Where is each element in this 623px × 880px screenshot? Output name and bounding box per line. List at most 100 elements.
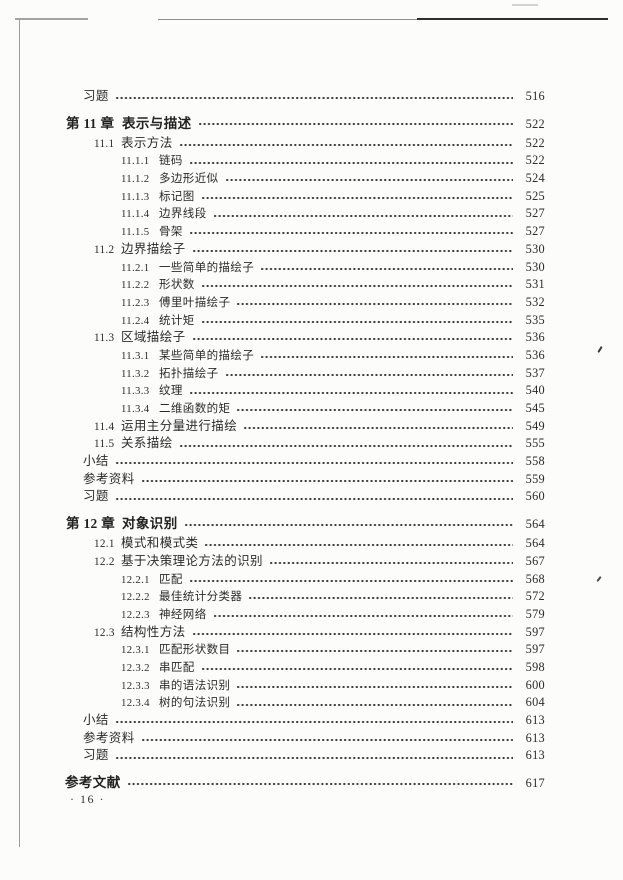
toc-entry-label: 参考资料 bbox=[83, 471, 135, 486]
toc-entry-number: 第 12 章 bbox=[66, 516, 116, 532]
toc-row: 12.2.1 匹配 568 bbox=[0, 570, 623, 589]
toc-row: 11.1.4 边界线段 527 bbox=[0, 205, 623, 224]
toc-entry-number: 12.3.4 bbox=[121, 697, 150, 710]
toc-page-number: 597 bbox=[525, 624, 545, 639]
toc-page-number: 568 bbox=[525, 571, 545, 586]
toc-entry-title: 匹配 bbox=[159, 573, 183, 586]
dot-leader bbox=[236, 641, 513, 659]
scan-page-edge-top-line-faint bbox=[158, 19, 420, 21]
dot-leader bbox=[260, 258, 513, 277]
toc-page-number: 530 bbox=[525, 259, 545, 274]
toc-entry-number: 11.2 bbox=[94, 243, 115, 256]
dot-leader bbox=[260, 346, 513, 365]
toc-entry-number: 第 11 章 bbox=[66, 115, 115, 131]
dot-leader bbox=[114, 747, 513, 766]
toc-row: 习题 560 bbox=[0, 488, 623, 507]
toc-page-number: 536 bbox=[525, 347, 545, 362]
toc-page-number: 537 bbox=[525, 365, 545, 380]
toc-entry-number: 11.2.2 bbox=[121, 279, 150, 292]
toc-row: 11.2.3 傅里叶描绘子 532 bbox=[0, 293, 623, 312]
toc-row: 12.3 结构性方法 597 bbox=[0, 623, 623, 642]
dot-leader bbox=[236, 676, 513, 695]
toc-page-number: 560 bbox=[525, 489, 545, 504]
toc-page-number: 527 bbox=[525, 206, 545, 221]
toc-entry-number: 12.2.1 bbox=[121, 573, 150, 586]
toc-entry-title: 拓扑描绘子 bbox=[159, 367, 219, 380]
toc-row: 参考文献 617 bbox=[0, 773, 623, 793]
toc-entry-title: 骨架 bbox=[159, 226, 183, 239]
toc-page-number: 613 bbox=[525, 713, 545, 727]
toc-row: 参考资料 559 bbox=[0, 470, 623, 489]
toc-row: 12.3.2 串匹配 598 bbox=[0, 658, 623, 677]
dot-leader bbox=[204, 535, 513, 553]
toc-row: 11.3.1 某些简单的描绘子 536 bbox=[0, 346, 623, 365]
toc-row: 第 11 章表示与描述 522 bbox=[0, 113, 623, 133]
toc-entry-title: 树的句法识别 bbox=[159, 697, 231, 710]
dot-leader bbox=[200, 311, 513, 330]
dot-leader bbox=[126, 773, 513, 793]
toc-entry-title: 基于决策理论方法的识别 bbox=[121, 553, 263, 568]
toc-page-number: 613 bbox=[525, 748, 545, 763]
dot-leader bbox=[212, 205, 513, 224]
toc-entry-title: 表示与描述 bbox=[122, 115, 192, 131]
toc-row: 11.3.2 拓扑描绘子 537 bbox=[0, 364, 623, 383]
dot-leader bbox=[183, 514, 513, 534]
toc-entry-title: 匹配形状数目 bbox=[159, 644, 231, 657]
toc-page-number: 564 bbox=[525, 536, 545, 551]
toc-page-number: 572 bbox=[525, 589, 545, 604]
toc-entry-number: 12.3.1 bbox=[121, 644, 150, 657]
toc-page-number: 535 bbox=[525, 312, 545, 327]
toc-entry-number: 11.3 bbox=[94, 332, 115, 345]
toc-row: 11.2.1 一些简单的描绘子 530 bbox=[0, 258, 623, 277]
toc-entry-title: 串的语法识别 bbox=[159, 679, 231, 692]
toc-entry-number: 11.1 bbox=[94, 137, 115, 150]
toc-row: 习题 516 bbox=[0, 88, 623, 106]
toc-row: 12.3.1 匹配形状数目 597 bbox=[0, 641, 623, 659]
scan-smudge bbox=[512, 4, 538, 6]
toc-page-number: 558 bbox=[525, 454, 545, 469]
toc-entry-number: 12.2 bbox=[94, 555, 115, 568]
toc-entry-title: 模式和模式类 bbox=[121, 536, 199, 551]
toc-row: 11.1.2 多边形近似 524 bbox=[0, 170, 623, 188]
toc-page-number: 579 bbox=[525, 606, 545, 621]
toc-row: 11.5 关系描绘 555 bbox=[0, 435, 623, 454]
toc-row: 11.1.5 骨架 527 bbox=[0, 223, 623, 241]
dot-leader bbox=[188, 223, 513, 241]
toc-entry-title: 最佳统计分类器 bbox=[159, 591, 243, 604]
toc-entry-title: 串匹配 bbox=[159, 661, 195, 674]
toc-page-number: 531 bbox=[525, 277, 545, 292]
toc-row: 11.2.4 统计矩 535 bbox=[0, 311, 623, 330]
toc-entry-number: 11.4 bbox=[94, 420, 115, 433]
dot-leader bbox=[188, 382, 513, 400]
toc-entry-label: 小结 bbox=[83, 713, 109, 727]
toc-row: 11.1.1 链码 522 bbox=[0, 152, 623, 171]
toc-entry-title: 多边形近似 bbox=[159, 173, 219, 186]
dot-leader bbox=[236, 400, 513, 418]
toc-entry-title: 表示方法 bbox=[121, 135, 173, 150]
toc-row: 12.3.3 串的语法识别 600 bbox=[0, 676, 623, 695]
table-of-contents: 习题 516 第 11 章表示与描述 522 11.1 表示方法 522 11.1.1 链码 52… bbox=[0, 88, 623, 793]
toc-row: 11.3.3 纹理 540 bbox=[0, 382, 623, 400]
toc-entry-number: 12.2.2 bbox=[121, 591, 150, 604]
toc-page-number: 597 bbox=[525, 642, 545, 657]
toc-page-number: 524 bbox=[525, 171, 545, 186]
toc-row: 11.3.4 二维函数的矩 545 bbox=[0, 400, 623, 418]
toc-row: 习题 613 bbox=[0, 747, 623, 766]
toc-page-number: 567 bbox=[525, 553, 545, 568]
dot-leader bbox=[188, 152, 513, 171]
toc-page-number: 604 bbox=[525, 695, 545, 710]
toc-entry-number: 11.2.4 bbox=[121, 314, 150, 327]
toc-entry-title: 某些简单的描绘子 bbox=[159, 349, 255, 362]
toc-row: 12.1 模式和模式类 564 bbox=[0, 535, 623, 553]
toc-page-number: 522 bbox=[525, 116, 545, 131]
toc-entry-title: 形状数 bbox=[159, 279, 195, 292]
toc-entry-title: 运用主分量进行描绘 bbox=[121, 418, 238, 433]
scan-page-edge-top-line-left bbox=[15, 18, 88, 20]
page-footer-number: · 16 · bbox=[70, 792, 105, 806]
toc-entry-number: 11.1.5 bbox=[121, 226, 150, 239]
toc-row: 小结 558 bbox=[0, 453, 623, 471]
toc-row: 12.2.3 神经网络 579 bbox=[0, 605, 623, 624]
dot-leader bbox=[212, 605, 513, 624]
toc-row: 11.2.2 形状数 531 bbox=[0, 276, 623, 294]
